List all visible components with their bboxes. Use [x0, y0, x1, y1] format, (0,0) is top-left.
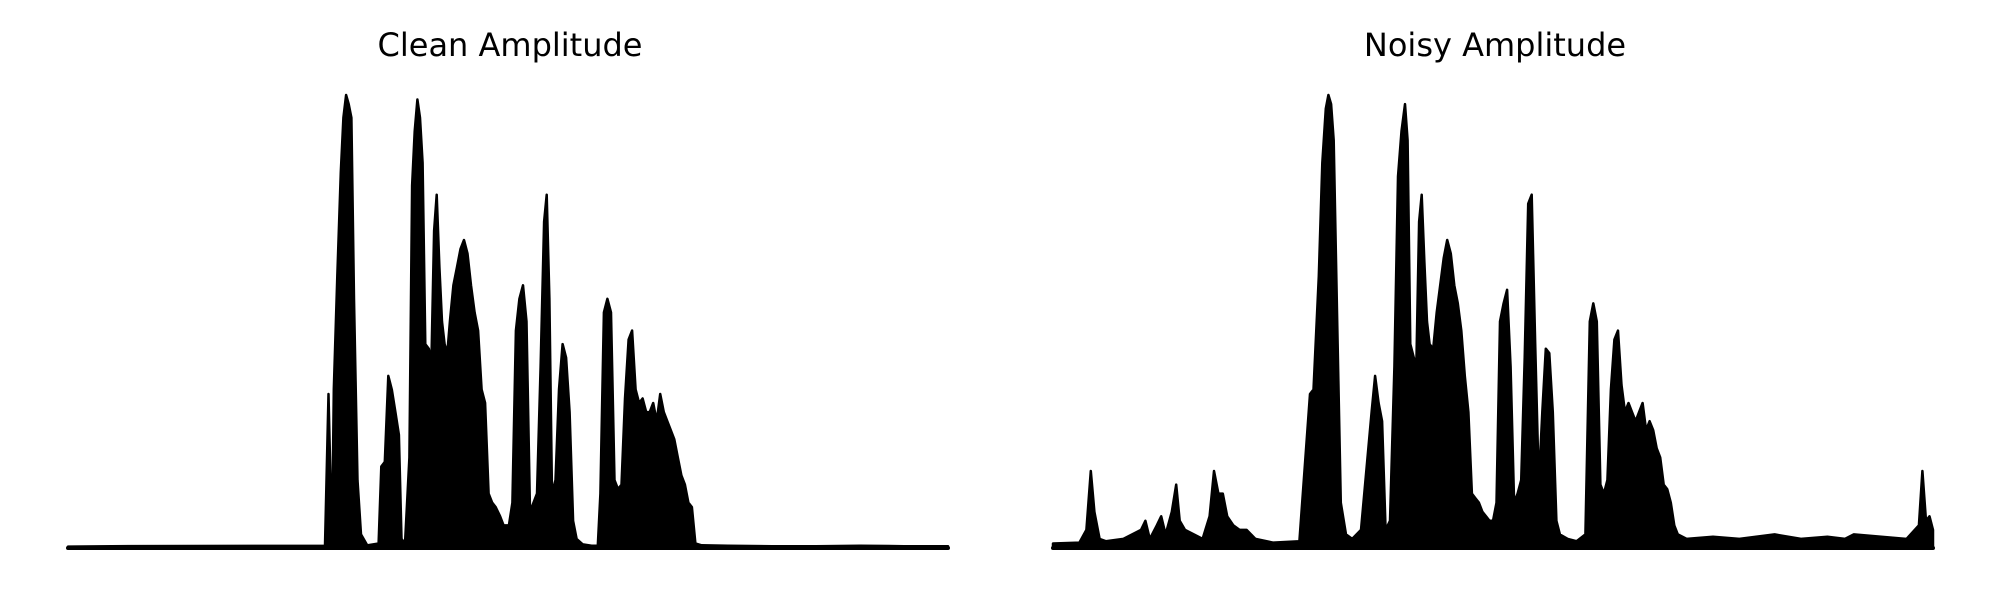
noisy-amplitude-plot [1051, 93, 1935, 550]
noisy-amplitude-title: Noisy Amplitude [1363, 26, 1627, 64]
noisy-amplitude-panel: Noisy Amplitude [1045, 0, 1945, 600]
clean-amplitude-panel: Clean Amplitude [60, 0, 960, 600]
clean-amplitude-title: Clean Amplitude [377, 26, 643, 64]
clean-amplitude-waveform [66, 93, 950, 550]
noisy-amplitude-waveform [1051, 93, 1935, 550]
clean-amplitude-plot [66, 93, 950, 550]
